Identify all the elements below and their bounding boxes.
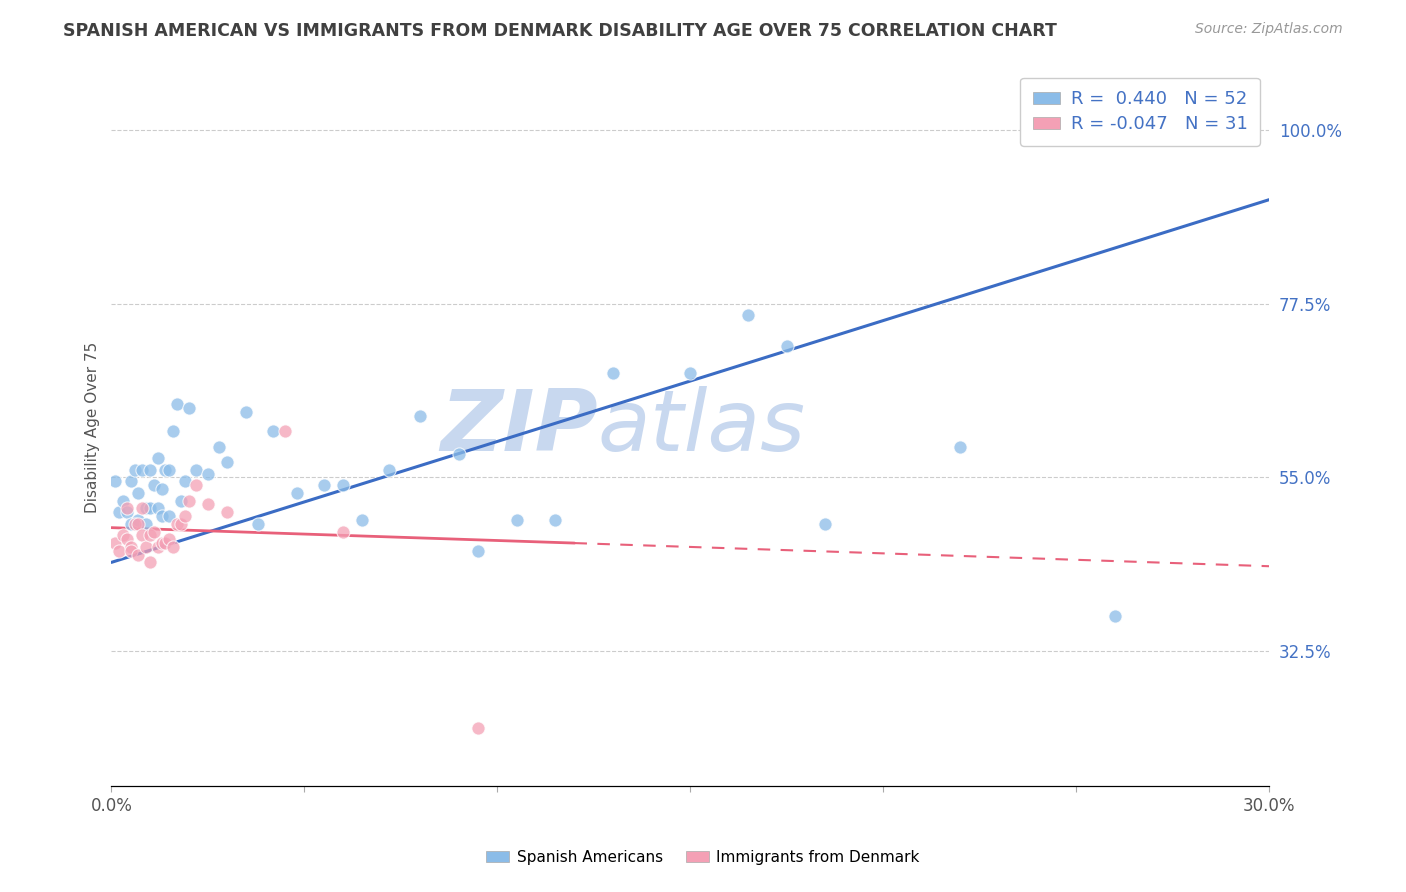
Point [814, 516, 837, 531]
Point [115, 505, 138, 519]
Point [186, 463, 208, 477]
Point [115, 501, 138, 516]
Point [217, 505, 239, 519]
Point [139, 501, 162, 516]
Point [135, 516, 157, 531]
Point [131, 463, 153, 477]
Point [602, 367, 624, 381]
Point [146, 501, 169, 516]
Point [111, 528, 134, 542]
Point [208, 440, 231, 454]
Point [124, 463, 146, 477]
Point [679, 367, 702, 381]
Point [135, 501, 157, 516]
Point [150, 536, 173, 550]
Point [127, 486, 149, 500]
Point [108, 543, 131, 558]
Point [120, 475, 142, 489]
Point [332, 524, 354, 539]
Point [127, 516, 149, 531]
Text: ZIP: ZIP [440, 386, 598, 469]
Point [127, 548, 149, 562]
Point [170, 516, 193, 531]
Point [332, 478, 354, 492]
Point [409, 409, 432, 423]
Point [177, 493, 200, 508]
Point [155, 536, 177, 550]
Point [186, 478, 208, 492]
Point [135, 540, 157, 554]
Point [131, 528, 153, 542]
Point [120, 516, 142, 531]
Point [139, 463, 162, 477]
Legend: R =  0.440   N = 52, R = -0.047   N = 31: R = 0.440 N = 52, R = -0.047 N = 31 [1019, 78, 1260, 146]
Point [170, 493, 193, 508]
Point [737, 309, 759, 323]
Point [139, 555, 162, 569]
Point [150, 482, 173, 496]
Point [139, 528, 162, 542]
Point [157, 509, 180, 524]
Point [197, 467, 219, 481]
Point [352, 513, 374, 527]
Point [120, 543, 142, 558]
Point [173, 475, 195, 489]
Point [263, 424, 285, 438]
Point [247, 516, 270, 531]
Point [120, 540, 142, 554]
Text: Source: ZipAtlas.com: Source: ZipAtlas.com [1195, 22, 1343, 37]
Point [312, 478, 335, 492]
Point [776, 339, 799, 353]
Point [111, 493, 134, 508]
Point [378, 463, 401, 477]
Point [166, 397, 188, 411]
Point [157, 463, 180, 477]
Point [127, 513, 149, 527]
Point [124, 516, 146, 531]
Point [162, 540, 184, 554]
Point [505, 513, 527, 527]
Point [157, 533, 180, 547]
Point [146, 451, 169, 466]
Point [217, 455, 239, 469]
Text: SPANISH AMERICAN VS IMMIGRANTS FROM DENMARK DISABILITY AGE OVER 75 CORRELATION C: SPANISH AMERICAN VS IMMIGRANTS FROM DENM… [63, 22, 1057, 40]
Point [1104, 609, 1126, 624]
Point [146, 540, 169, 554]
Point [155, 463, 177, 477]
Point [544, 513, 567, 527]
Point [150, 509, 173, 524]
Point [108, 505, 131, 519]
Point [285, 486, 308, 500]
Point [142, 478, 165, 492]
Point [949, 440, 972, 454]
Point [173, 509, 195, 524]
Point [131, 501, 153, 516]
Y-axis label: Disability Age Over 75: Disability Age Over 75 [86, 342, 100, 513]
Legend: Spanish Americans, Immigrants from Denmark: Spanish Americans, Immigrants from Denma… [479, 844, 927, 871]
Point [104, 536, 127, 550]
Point [166, 516, 188, 531]
Point [197, 498, 219, 512]
Point [447, 447, 470, 461]
Text: atlas: atlas [598, 386, 806, 469]
Point [274, 424, 297, 438]
Point [467, 721, 489, 735]
Point [235, 405, 257, 419]
Point [1199, 123, 1222, 137]
Point [115, 533, 138, 547]
Point [177, 401, 200, 415]
Point [104, 475, 127, 489]
Point [467, 543, 489, 558]
Point [162, 424, 184, 438]
Point [142, 524, 165, 539]
